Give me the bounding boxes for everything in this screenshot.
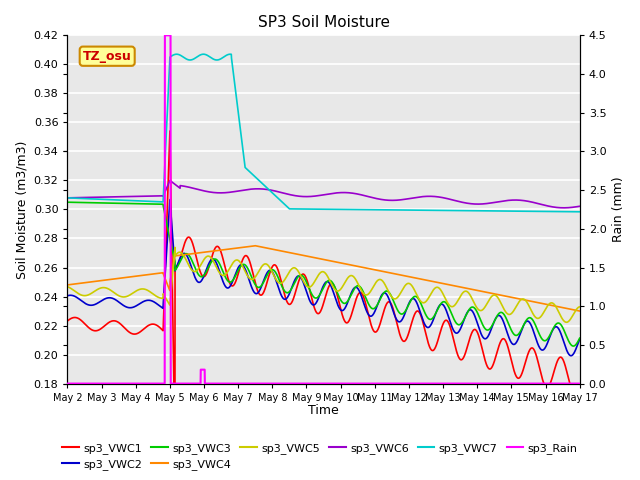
- Y-axis label: Rain (mm): Rain (mm): [612, 177, 625, 242]
- Title: SP3 Soil Moisture: SP3 Soil Moisture: [257, 15, 390, 30]
- Text: TZ_osu: TZ_osu: [83, 50, 132, 63]
- Legend: sp3_VWC1, sp3_VWC2, sp3_VWC3, sp3_VWC4, sp3_VWC5, sp3_VWC6, sp3_VWC7, sp3_Rain: sp3_VWC1, sp3_VWC2, sp3_VWC3, sp3_VWC4, …: [58, 438, 582, 474]
- X-axis label: Time: Time: [308, 404, 339, 417]
- Y-axis label: Soil Moisture (m3/m3): Soil Moisture (m3/m3): [15, 140, 28, 279]
